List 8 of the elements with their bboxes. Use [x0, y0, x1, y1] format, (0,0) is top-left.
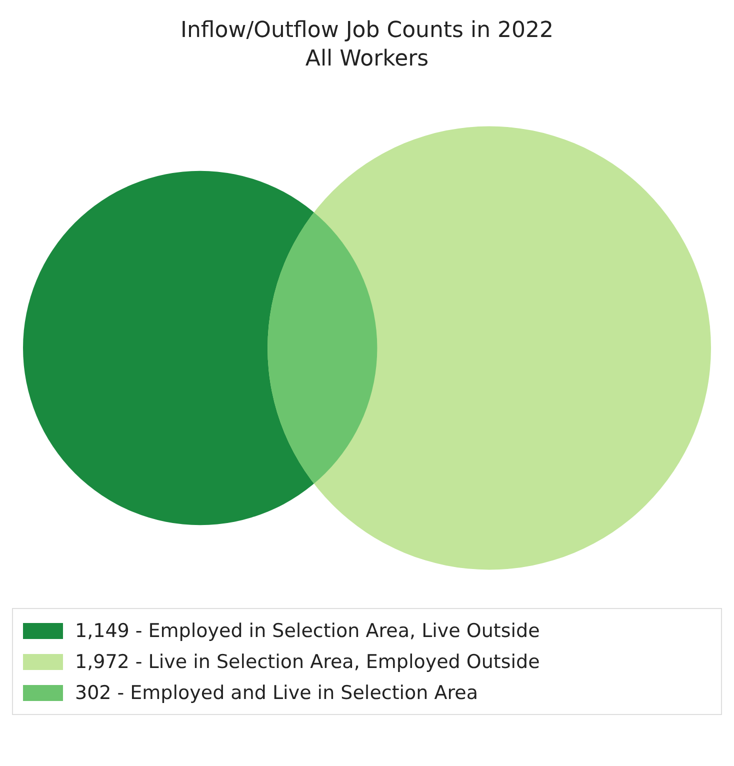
data-label: 1,149 - [75, 620, 142, 642]
data-label: 1,972 - [75, 650, 142, 672]
text: Inflow/Outflow Job Counts in 2022 [180, 18, 554, 43]
category-label: Employed in Selection Area, Live Outside [148, 620, 540, 642]
text: All Workers [305, 46, 429, 72]
data-label: 302 - [75, 682, 124, 704]
category-label: Live in Selection Area, Employed Outside [148, 650, 540, 672]
category-label: Employed and Live in Selection Area [130, 682, 478, 704]
